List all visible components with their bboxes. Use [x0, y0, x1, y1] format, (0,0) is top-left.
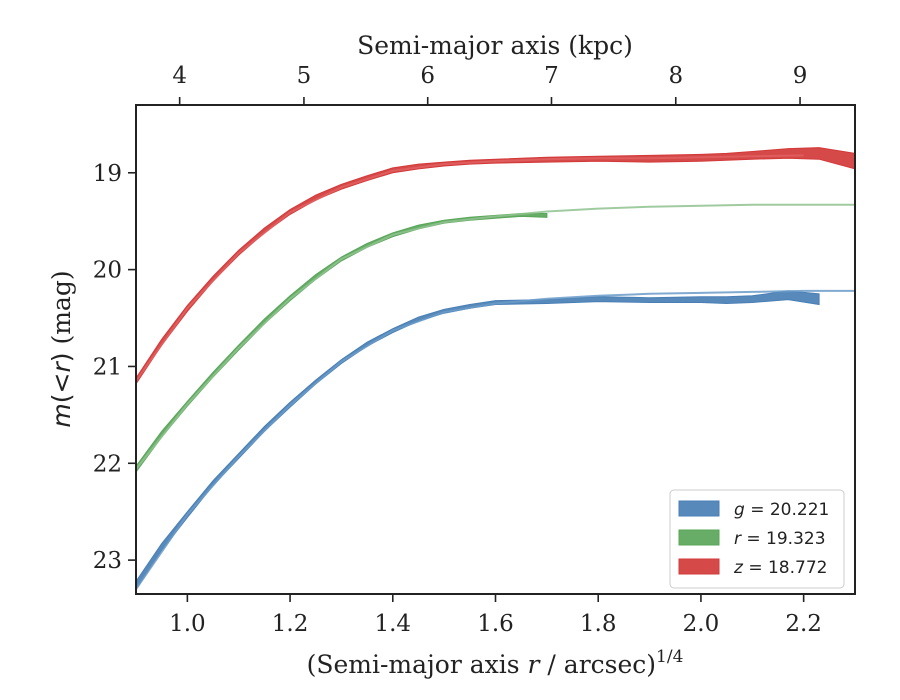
y-tick-label: 23 [93, 548, 122, 574]
model-line-z [136, 154, 804, 382]
x-tick-label: 1.0 [169, 611, 206, 637]
legend: g = 20.221 r = 19.323 z = 18.772 [669, 489, 845, 589]
x-axis-ticks: 1.0 1.2 1.4 1.6 1.8 2.0 2.2 [169, 594, 822, 637]
y-axis-title: m(<r) (mag) [47, 270, 76, 427]
x-axis-title: (Semi-major axis r / arcsec)1/4 [307, 647, 684, 679]
top-tick-label: 4 [172, 63, 187, 89]
legend-label-z: z = 18.772 [733, 558, 827, 578]
top-axis-ticks: 4 5 6 7 8 9 [172, 63, 807, 105]
top-tick-label: 9 [793, 63, 808, 89]
y-axis-ticks: 19 20 21 22 23 [93, 161, 136, 574]
x-tick-label: 1.6 [477, 611, 514, 637]
x-tick-label: 2.2 [785, 611, 822, 637]
x-tick-label: 1.2 [272, 611, 309, 637]
model-line-g [136, 289, 855, 590]
x-tick-label: 2.0 [683, 611, 720, 637]
y-tick-label: 20 [93, 258, 122, 284]
top-axis-title: Semi-major axis (kpc) [357, 31, 633, 60]
model-line-r [136, 203, 855, 470]
y-tick-label: 22 [93, 451, 122, 477]
top-tick-label: 8 [668, 63, 683, 89]
top-tick-label: 6 [420, 63, 435, 89]
x-tick-label: 1.8 [580, 611, 617, 637]
x-tick-label: 1.4 [374, 611, 411, 637]
y-tick-label: 21 [93, 354, 122, 380]
legend-label-g: g = 20.221 [734, 500, 829, 520]
top-tick-label: 5 [297, 63, 312, 89]
model-curves [136, 154, 855, 590]
legend-swatch-r [678, 529, 720, 546]
y-tick-label: 19 [93, 161, 122, 187]
legend-swatch-g [678, 500, 720, 517]
legend-swatch-z [678, 558, 720, 575]
top-tick-label: 7 [544, 63, 559, 89]
legend-label-r: r = 19.323 [734, 529, 826, 549]
